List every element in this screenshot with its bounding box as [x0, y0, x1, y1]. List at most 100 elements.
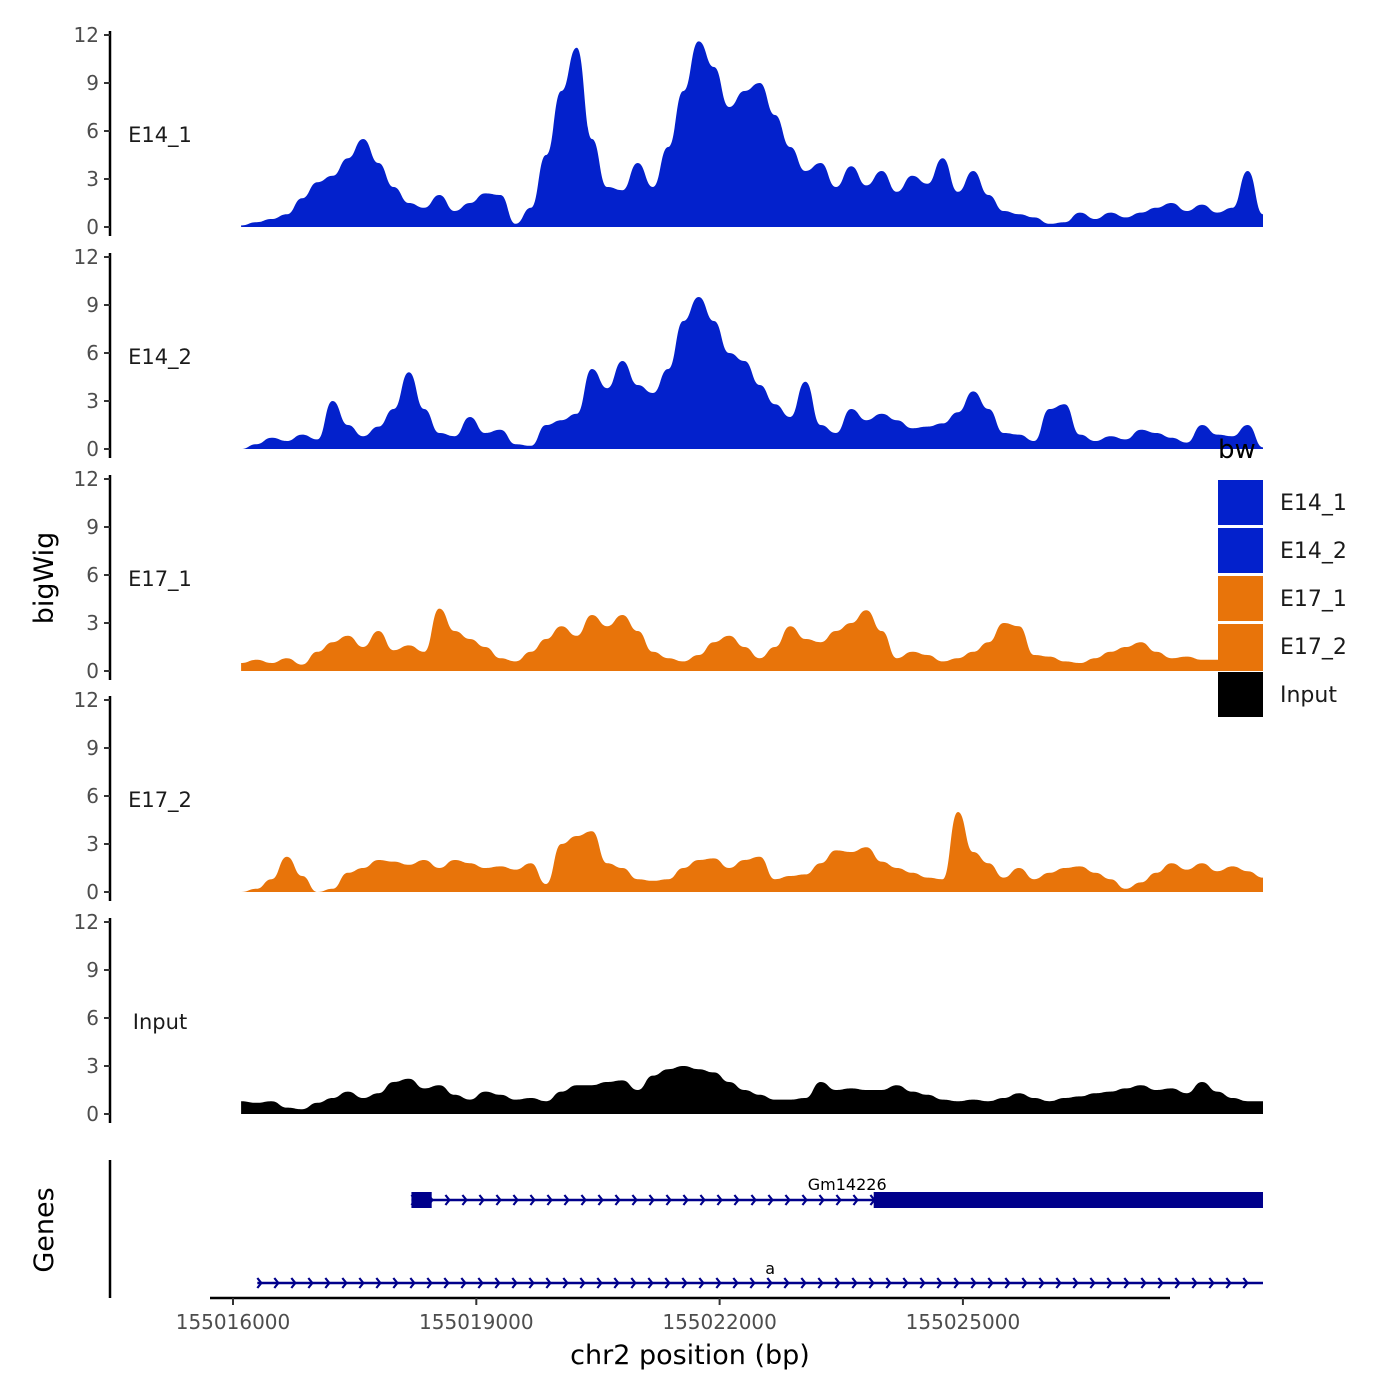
exon-Gm14226-1: [873, 1192, 1263, 1208]
strand-arrow-Gm14226: [580, 1194, 587, 1206]
track-label-E17_1: E17_1: [128, 567, 192, 592]
y-tick-label-E14_2-3: 3: [86, 389, 99, 413]
strand-arrow-a: [1140, 1277, 1147, 1289]
strand-arrow-Gm14226: [597, 1194, 604, 1206]
strand-arrow-a: [375, 1277, 382, 1289]
y-axis-title: bigWig: [29, 532, 60, 625]
strand-arrow-a: [681, 1277, 688, 1289]
y-tick-label-E14_2-0: 0: [86, 437, 99, 461]
strand-arrow-Gm14226: [614, 1194, 621, 1206]
strand-arrow-Gm14226: [852, 1194, 859, 1206]
strand-arrow-a: [256, 1277, 263, 1289]
strand-arrow-Gm14226: [699, 1194, 706, 1206]
gene-a: a: [256, 1259, 1263, 1289]
strand-arrow-a: [1089, 1277, 1096, 1289]
strand-arrow-a: [562, 1277, 569, 1289]
strand-arrow-a: [1004, 1277, 1011, 1289]
strand-arrow-a: [919, 1277, 926, 1289]
signal-area-E17_2: [241, 812, 1264, 892]
y-tick-label-E14_1-3: 3: [86, 167, 99, 191]
track-label-E14_2: E14_2: [128, 345, 192, 370]
strand-arrow-Gm14226: [801, 1194, 808, 1206]
y-tick-label-E14_2-9: 9: [86, 293, 99, 317]
strand-arrow-Gm14226: [733, 1194, 740, 1206]
legend-label-Input: Input: [1280, 683, 1337, 708]
y-tick-label-Input-12: 12: [74, 910, 99, 934]
strand-arrow-a: [511, 1277, 518, 1289]
y-tick-label-E14_1-0: 0: [86, 215, 99, 239]
strand-arrow-Gm14226: [682, 1194, 689, 1206]
y-tick-label-Input-6: 6: [86, 1006, 99, 1030]
strand-arrow-a: [1072, 1277, 1079, 1289]
legend-label-E17_1: E17_1: [1280, 587, 1347, 612]
track-E14_2: 0 3 6 9 12 E14_2: [74, 245, 1264, 461]
gene-label-a: a: [765, 1259, 775, 1278]
strand-arrow-a: [460, 1277, 467, 1289]
strand-arrow-a: [545, 1277, 552, 1289]
legend: bw E14_1 E14_2 E17_1 E17_2 Input: [1218, 435, 1347, 717]
strand-arrow-Gm14226: [495, 1194, 502, 1206]
track-Input: 0 3 6 9 12 Input: [74, 910, 1264, 1126]
y-tick-label-Input-0: 0: [86, 1102, 99, 1126]
y-tick-label-E17_1-3: 3: [86, 611, 99, 635]
gene-label-Gm14226: Gm14226: [808, 1175, 887, 1194]
strand-arrow-Gm14226: [444, 1194, 451, 1206]
strand-arrow-a: [307, 1277, 314, 1289]
signal-area-E14_1: [241, 41, 1264, 228]
strand-arrow-a: [358, 1277, 365, 1289]
strand-arrow-Gm14226: [478, 1194, 485, 1206]
y-tick-label-E14_1-12: 12: [74, 23, 99, 47]
strand-arrow-a: [749, 1277, 756, 1289]
strand-arrow-a: [341, 1277, 348, 1289]
x-tick-label-155025000: 155025000: [906, 1310, 1021, 1334]
strand-arrow-a: [834, 1277, 841, 1289]
strand-arrow-Gm14226: [546, 1194, 553, 1206]
y-tick-label-E14_2-6: 6: [86, 341, 99, 365]
strand-arrow-a: [885, 1277, 892, 1289]
y-tick-label-E17_2-12: 12: [74, 688, 99, 712]
strand-arrow-a: [1225, 1277, 1232, 1289]
genes-panel: Gm14226 a: [108, 1160, 1263, 1298]
strand-arrow-a: [1106, 1277, 1113, 1289]
strand-arrow-a: [290, 1277, 297, 1289]
track-E17_1: 0 3 6 9 12 E17_1: [74, 467, 1264, 683]
strand-arrow-a: [528, 1277, 535, 1289]
strand-arrow-a: [902, 1277, 909, 1289]
track-label-E14_1: E14_1: [128, 123, 192, 148]
strand-arrow-a: [732, 1277, 739, 1289]
strand-arrow-Gm14226: [818, 1194, 825, 1206]
strand-arrow-a: [987, 1277, 994, 1289]
strand-arrow-a: [817, 1277, 824, 1289]
legend-swatch-Input: [1218, 672, 1263, 717]
strand-arrow-a: [766, 1277, 773, 1289]
strand-arrow-Gm14226: [529, 1194, 536, 1206]
track-E14_1: 0 3 6 9 12 E14_1: [74, 23, 1264, 239]
y-tick-label-E17_2-9: 9: [86, 736, 99, 760]
strand-arrow-a: [392, 1277, 399, 1289]
y-tick-label-E14_1-6: 6: [86, 119, 99, 143]
strand-arrow-a: [800, 1277, 807, 1289]
signal-area-E14_2: [241, 297, 1264, 449]
strand-arrow-a: [477, 1277, 484, 1289]
exon-Gm14226-0: [411, 1192, 432, 1208]
legend-title: bw: [1218, 435, 1256, 465]
strand-arrow-a: [868, 1277, 875, 1289]
strand-arrow-a: [273, 1277, 280, 1289]
track-label-E17_2: E17_2: [128, 788, 192, 813]
y-tick-label-E17_2-6: 6: [86, 784, 99, 808]
genes-axis-title: Genes: [29, 1187, 60, 1272]
strand-arrow-a: [579, 1277, 586, 1289]
strand-arrow-a: [970, 1277, 977, 1289]
strand-arrow-a: [664, 1277, 671, 1289]
y-tick-label-E14_1-9: 9: [86, 71, 99, 95]
strand-arrow-a: [647, 1277, 654, 1289]
strand-arrow-a: [715, 1277, 722, 1289]
y-tick-label-E14_2-12: 12: [74, 245, 99, 269]
strand-arrow-a: [324, 1277, 331, 1289]
bigwig-tracks: 0 3 6 9 12 E14_1 0 3 6 9 12 E14_2 0 3 6 9 12 E17_1 0 3 6 9 12 E…: [74, 23, 1264, 1126]
strand-arrow-Gm14226: [461, 1194, 468, 1206]
strand-arrow-a: [1174, 1277, 1181, 1289]
signal-area-E17_1: [241, 608, 1264, 671]
x-tick-label-155022000: 155022000: [662, 1310, 777, 1334]
